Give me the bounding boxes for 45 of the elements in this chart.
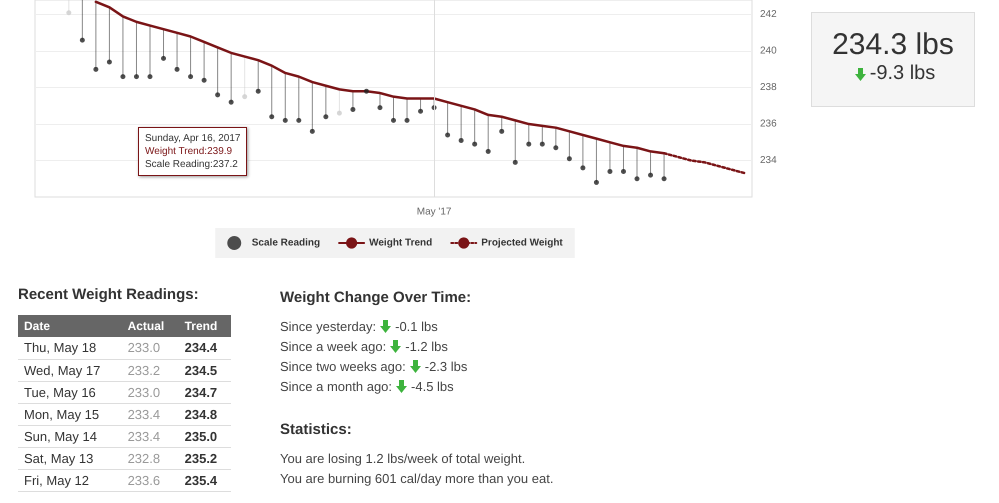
data-label: 233.0 (122, 381, 179, 403)
y-tick-label: 236 (760, 118, 778, 130)
annotation: Sunday, Apr 16, 2017 Weight Trend:239.9 Scale Reading:237.2 (145, 132, 240, 171)
data-label: 234.5 (178, 359, 231, 381)
x-tick-label: May '17 (416, 206, 452, 218)
text: Actual (122, 315, 179, 337)
data-label: 235.0 (178, 425, 231, 447)
text: 234.3 lbs (831, 28, 955, 61)
data-label: 233.4 (122, 425, 179, 447)
data-label: 233.6 (122, 469, 179, 491)
data-label: 232.8 (122, 447, 179, 469)
data-label: 234.7 (178, 381, 231, 403)
category-label: Fri, May 12 (18, 469, 122, 491)
legend-label: Trend (178, 315, 231, 337)
data-label: 233.0 (122, 337, 179, 359)
category-label: Tue, May 16 (18, 381, 122, 403)
data-label: 234.4 (178, 337, 231, 359)
text: You are losing 1.2 lbs/week of total weight. (280, 450, 526, 468)
text: Since a week ago: -1.2 lbs (280, 339, 448, 354)
text: -9.3 lbs (868, 61, 936, 85)
text: You are burning 601 cal/day more than you eat. (280, 470, 554, 488)
text: Statistics: (280, 421, 353, 438)
text: Since a month ago: -4.5 lbs (280, 379, 454, 394)
legend-label: Projected Weight (481, 238, 564, 248)
data-label: 235.4 (178, 469, 231, 491)
text: Weight Change Over Time: (280, 289, 472, 306)
y-tick-label: 242 (760, 9, 778, 20)
y-tick-label: 240 (760, 46, 778, 57)
data-label: 235.2 (178, 447, 231, 469)
data-label: 233.2 (122, 359, 179, 381)
y-tick-label: 234 (760, 155, 778, 166)
category-label: Thu, May 18 (18, 337, 122, 359)
category-label: Wed, May 17 (18, 359, 122, 381)
text: Since yesterday: -0.1 lbs (280, 319, 438, 334)
text: Recent Weight Readings: (18, 286, 200, 303)
text: Date (18, 315, 122, 337)
legend-label: Weight Trend (369, 238, 432, 248)
data-label: 233.4 (122, 403, 179, 425)
legend-label: Scale Reading (252, 238, 320, 248)
category-label: Sat, May 13 (18, 447, 122, 469)
category-label: Sun, May 14 (18, 425, 122, 447)
y-tick-label: 238 (760, 82, 778, 94)
category-label: Mon, May 15 (18, 403, 122, 425)
data-label: 234.8 (178, 403, 231, 425)
text: Since two weeks ago: -2.3 lbs (280, 359, 468, 374)
